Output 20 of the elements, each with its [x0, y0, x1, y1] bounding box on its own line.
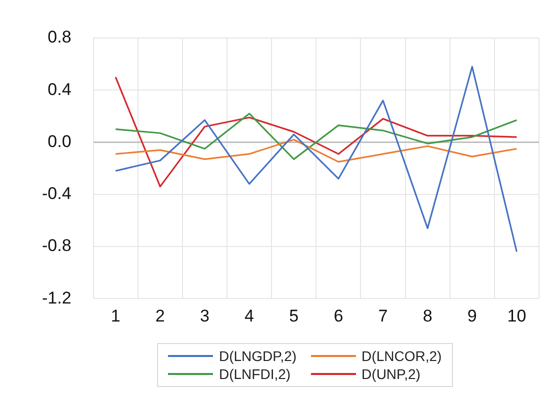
x-tick-label: 7: [378, 306, 388, 326]
y-tick-label: -1.2: [42, 288, 72, 308]
y-tick-label: 0.0: [48, 132, 72, 151]
y-tick-label: -0.8: [42, 236, 72, 256]
x-tick-label: 3: [200, 306, 210, 326]
x-tick-label: 4: [244, 306, 254, 326]
y-tick-label: 0.8: [48, 28, 72, 47]
x-tick-label: 10: [507, 306, 526, 326]
legend-label: D(LNGDP,2): [219, 348, 297, 364]
legend-label: D(LNCOR,2): [362, 348, 442, 364]
x-tick-label: 9: [467, 306, 477, 326]
x-tick-label: 8: [422, 306, 432, 326]
legend-label: D(UNP,2): [362, 366, 420, 382]
x-tick-label: 1: [110, 306, 120, 326]
x-tick-label: 6: [334, 306, 344, 326]
y-tick-label: 0.4: [48, 80, 72, 99]
y-tick-label: -0.4: [42, 184, 72, 204]
x-tick-label: 5: [289, 306, 299, 326]
x-tick-label: 2: [155, 306, 165, 326]
legend-label: D(LNFDI,2): [219, 366, 291, 382]
